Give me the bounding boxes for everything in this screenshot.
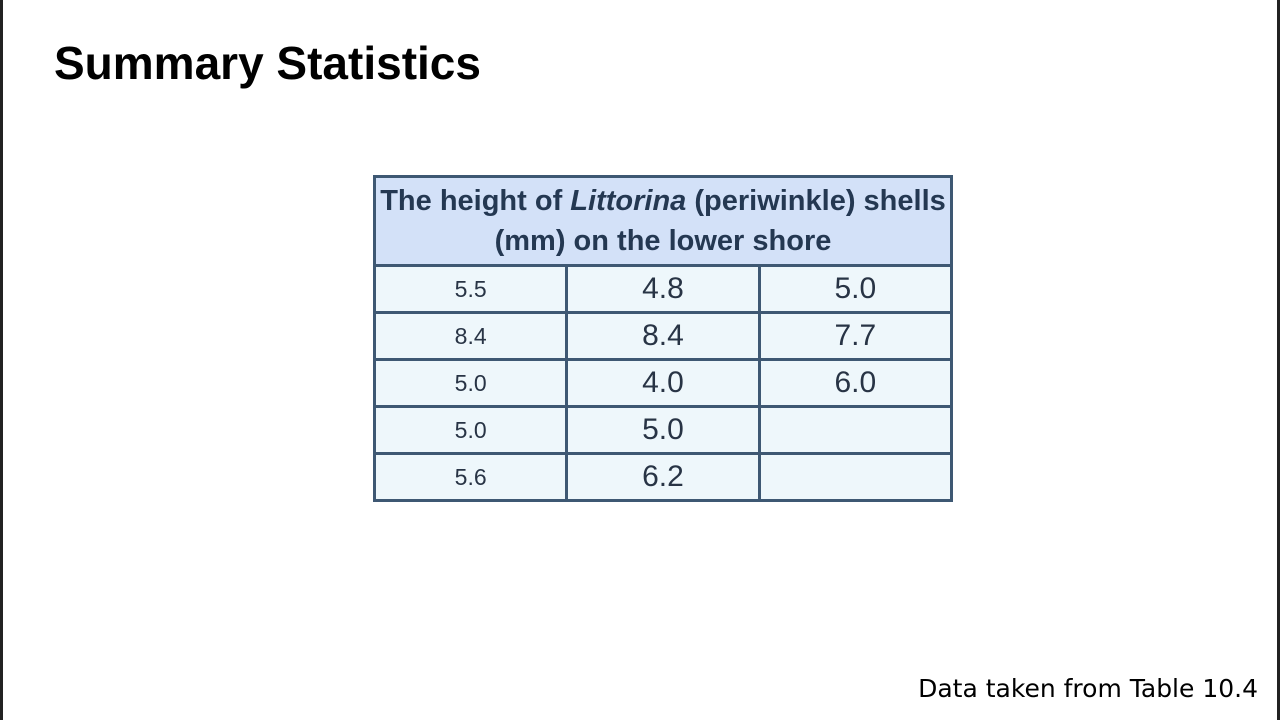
table-cell-empty xyxy=(757,405,954,455)
table-cell: 4.8 xyxy=(565,264,761,314)
table-cell: 4.0 xyxy=(565,358,761,408)
table-cell: 5.0 xyxy=(372,405,569,455)
slide-title: Summary Statistics xyxy=(54,37,481,89)
table-cell: 5.0 xyxy=(372,358,569,408)
table-row: 5.6 6.2 xyxy=(372,452,954,502)
header-genus: Littorina xyxy=(570,185,687,217)
table-cell-empty xyxy=(757,452,954,502)
table-cell: 6.0 xyxy=(757,358,954,408)
table-row: 5.5 4.8 5.0 xyxy=(372,264,954,314)
table-cell: 7.7 xyxy=(757,311,954,361)
table-header: The height of Littorina (periwinkle) she… xyxy=(373,175,953,267)
header-suffix: (periwinkle) shells (mm) on the lower sh… xyxy=(494,185,946,257)
table-cell: 5.6 xyxy=(372,452,569,502)
table-cell: 6.2 xyxy=(565,452,761,502)
table-row: 5.0 5.0 xyxy=(372,405,954,455)
table-row: 5.0 4.0 6.0 xyxy=(372,358,954,408)
source-note: Data taken from Table 10.4 xyxy=(918,674,1258,703)
table-cell: 8.4 xyxy=(565,311,761,361)
table-cell: 5.5 xyxy=(372,264,569,314)
header-prefix: The height of xyxy=(380,185,571,217)
table-cell: 5.0 xyxy=(565,405,761,455)
table-cell: 8.4 xyxy=(372,311,569,361)
shell-height-table: The height of Littorina (periwinkle) she… xyxy=(372,175,954,502)
table-cell: 5.0 xyxy=(757,264,954,314)
table-header-row: The height of Littorina (periwinkle) she… xyxy=(373,175,953,267)
table-row: 8.4 8.4 7.7 xyxy=(372,311,954,361)
